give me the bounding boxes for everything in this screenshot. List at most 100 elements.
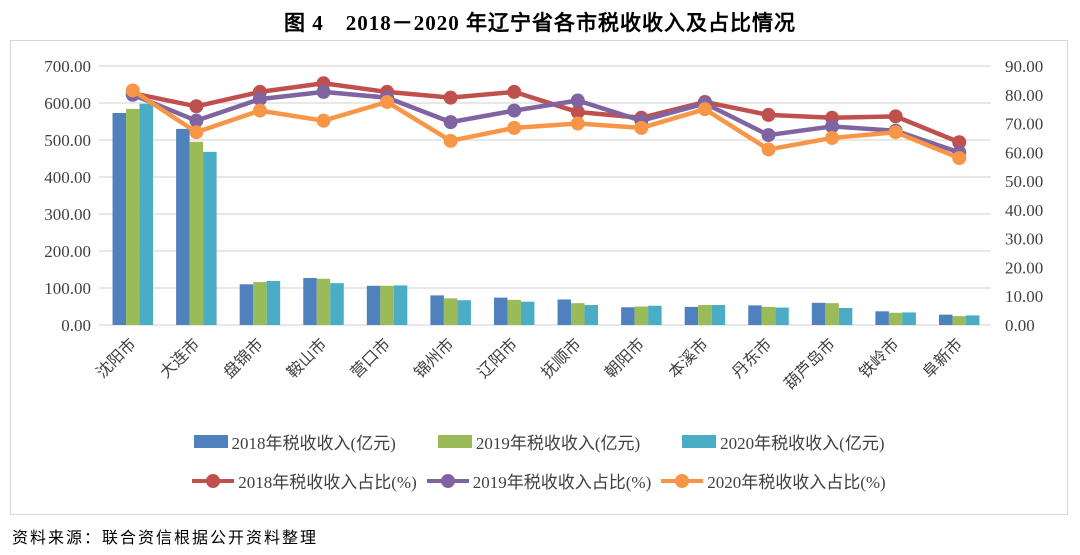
line-marker: [125, 83, 140, 98]
legend-bar-swatch: [437, 435, 472, 448]
bar: [493, 297, 508, 325]
bar: [875, 311, 889, 325]
category-label: 锦州市: [411, 335, 458, 382]
legend-line-series: 2018年税收收入占比(%) 2019年税收收入占比(%) 2020年税收收入占比(…: [11, 468, 1067, 493]
line-marker: [189, 99, 204, 114]
line-series: [131, 88, 961, 161]
bar: [443, 298, 458, 325]
line-marker: [443, 90, 458, 105]
category-label: 营口市: [347, 335, 394, 382]
legend-label: 2019年税收收入(亿元): [475, 434, 641, 453]
line-marker: [952, 151, 967, 166]
line-marker: [825, 130, 840, 145]
bar: [380, 285, 394, 325]
category-label: 盘锦市: [219, 334, 266, 381]
legend-label: 2018年税收收入(亿元): [231, 434, 396, 453]
bar: [775, 307, 789, 325]
bar: [112, 112, 127, 326]
bar: [825, 303, 839, 325]
category-label: 沈阳市: [93, 335, 140, 382]
plot-canvas: 0.00 100.00 200.00 300.00 400.00 500.00 600.00…: [44, 57, 1043, 393]
bar: [634, 306, 649, 325]
bar: [366, 285, 381, 325]
bar: [203, 151, 217, 325]
category-label: 辽阳市: [474, 335, 521, 382]
legend-bar-swatch: [193, 435, 228, 448]
line-marker: [888, 109, 903, 124]
bar: [684, 306, 699, 325]
right-axis-tick-label: 50.00: [1005, 172, 1043, 191]
line-marker: [825, 119, 840, 134]
left-axis-tick-label: 200.00: [44, 242, 91, 261]
left-axis-tick-label: 400.00: [44, 168, 91, 187]
source-note: 资料来源：联合资信根据公开资料整理: [12, 530, 319, 547]
line-marker: [697, 102, 712, 117]
bar: [176, 128, 190, 325]
left-axis-tick-label: 100.00: [44, 279, 91, 298]
line-marker: [189, 125, 204, 140]
bar: [139, 103, 154, 325]
legend-label: 2020年税收收入占比(%): [707, 473, 886, 492]
legend-item: 2020年税收收入(亿元): [682, 429, 884, 454]
right-axis-tick-label: 20.00: [1005, 258, 1043, 277]
bar: [253, 282, 267, 325]
legend-bar-swatch: [682, 435, 717, 448]
bar: [330, 283, 344, 325]
right-axis-tick-label: 70.00: [1005, 115, 1043, 134]
bar: [811, 302, 826, 325]
line-marker: [507, 120, 522, 135]
line-marker: [761, 128, 776, 143]
category-label: 阜新市: [919, 335, 966, 382]
right-axis-tick-label: 90.00: [1005, 57, 1043, 76]
bar: [393, 285, 408, 325]
bar: [761, 306, 776, 325]
category-label: 本溪市: [665, 335, 712, 382]
line-marker: [189, 113, 204, 128]
right-axis-tick-label: 80.00: [1005, 86, 1043, 105]
category-label: 葫芦岛市: [781, 335, 839, 393]
bar: [457, 300, 471, 325]
bar: [952, 316, 966, 325]
right-axis-tick-label: 10.00: [1005, 287, 1043, 306]
category-label: 丹东市: [729, 335, 776, 382]
bar: [938, 314, 953, 325]
bar: [239, 284, 254, 325]
legend-bar-series: 2018年税收收入(亿元) 2019年税收收入(亿元) 2020年税收收入(亿元): [11, 429, 1067, 454]
category-label: 大连市: [157, 335, 204, 382]
bar: [965, 315, 980, 325]
bar: [711, 305, 726, 325]
category-label: 鞍山市: [284, 335, 331, 382]
legend-item: 2018年税收收入占比(%): [192, 468, 417, 493]
line-marker: [634, 120, 649, 135]
line-marker: [507, 84, 522, 99]
line-marker: [570, 116, 585, 131]
bar: [430, 295, 444, 325]
legend-line-swatch: [426, 473, 469, 488]
bar: [126, 108, 140, 325]
right-axis-tick-label: 0.00: [1005, 316, 1035, 335]
legend-line-marker: [675, 473, 690, 488]
line-marker: [443, 115, 458, 130]
legend-line-swatch: [661, 473, 704, 488]
legend-item: 2018年税收收入(亿元): [193, 429, 396, 454]
bar: [520, 301, 535, 325]
bar: [698, 305, 712, 325]
left-axis-tick-label: 500.00: [44, 131, 91, 150]
bar: [507, 299, 521, 325]
line-marker: [570, 93, 585, 108]
line-marker: [252, 103, 267, 118]
line-marker: [952, 135, 967, 150]
line-marker: [316, 113, 331, 128]
bar: [584, 305, 599, 325]
legend-item: 2020年税收收入占比(%): [661, 468, 886, 493]
line-marker: [316, 84, 331, 99]
legend-line-marker: [206, 473, 221, 488]
bar: [648, 305, 662, 325]
legend-label: 2019年税收收入占比(%): [472, 473, 652, 492]
line-series: [132, 81, 961, 145]
bar: [303, 278, 317, 325]
line-marker: [761, 107, 776, 122]
bar: [266, 280, 281, 325]
left-axis-tick-label: 300.00: [44, 205, 91, 224]
line-marker: [888, 125, 903, 140]
